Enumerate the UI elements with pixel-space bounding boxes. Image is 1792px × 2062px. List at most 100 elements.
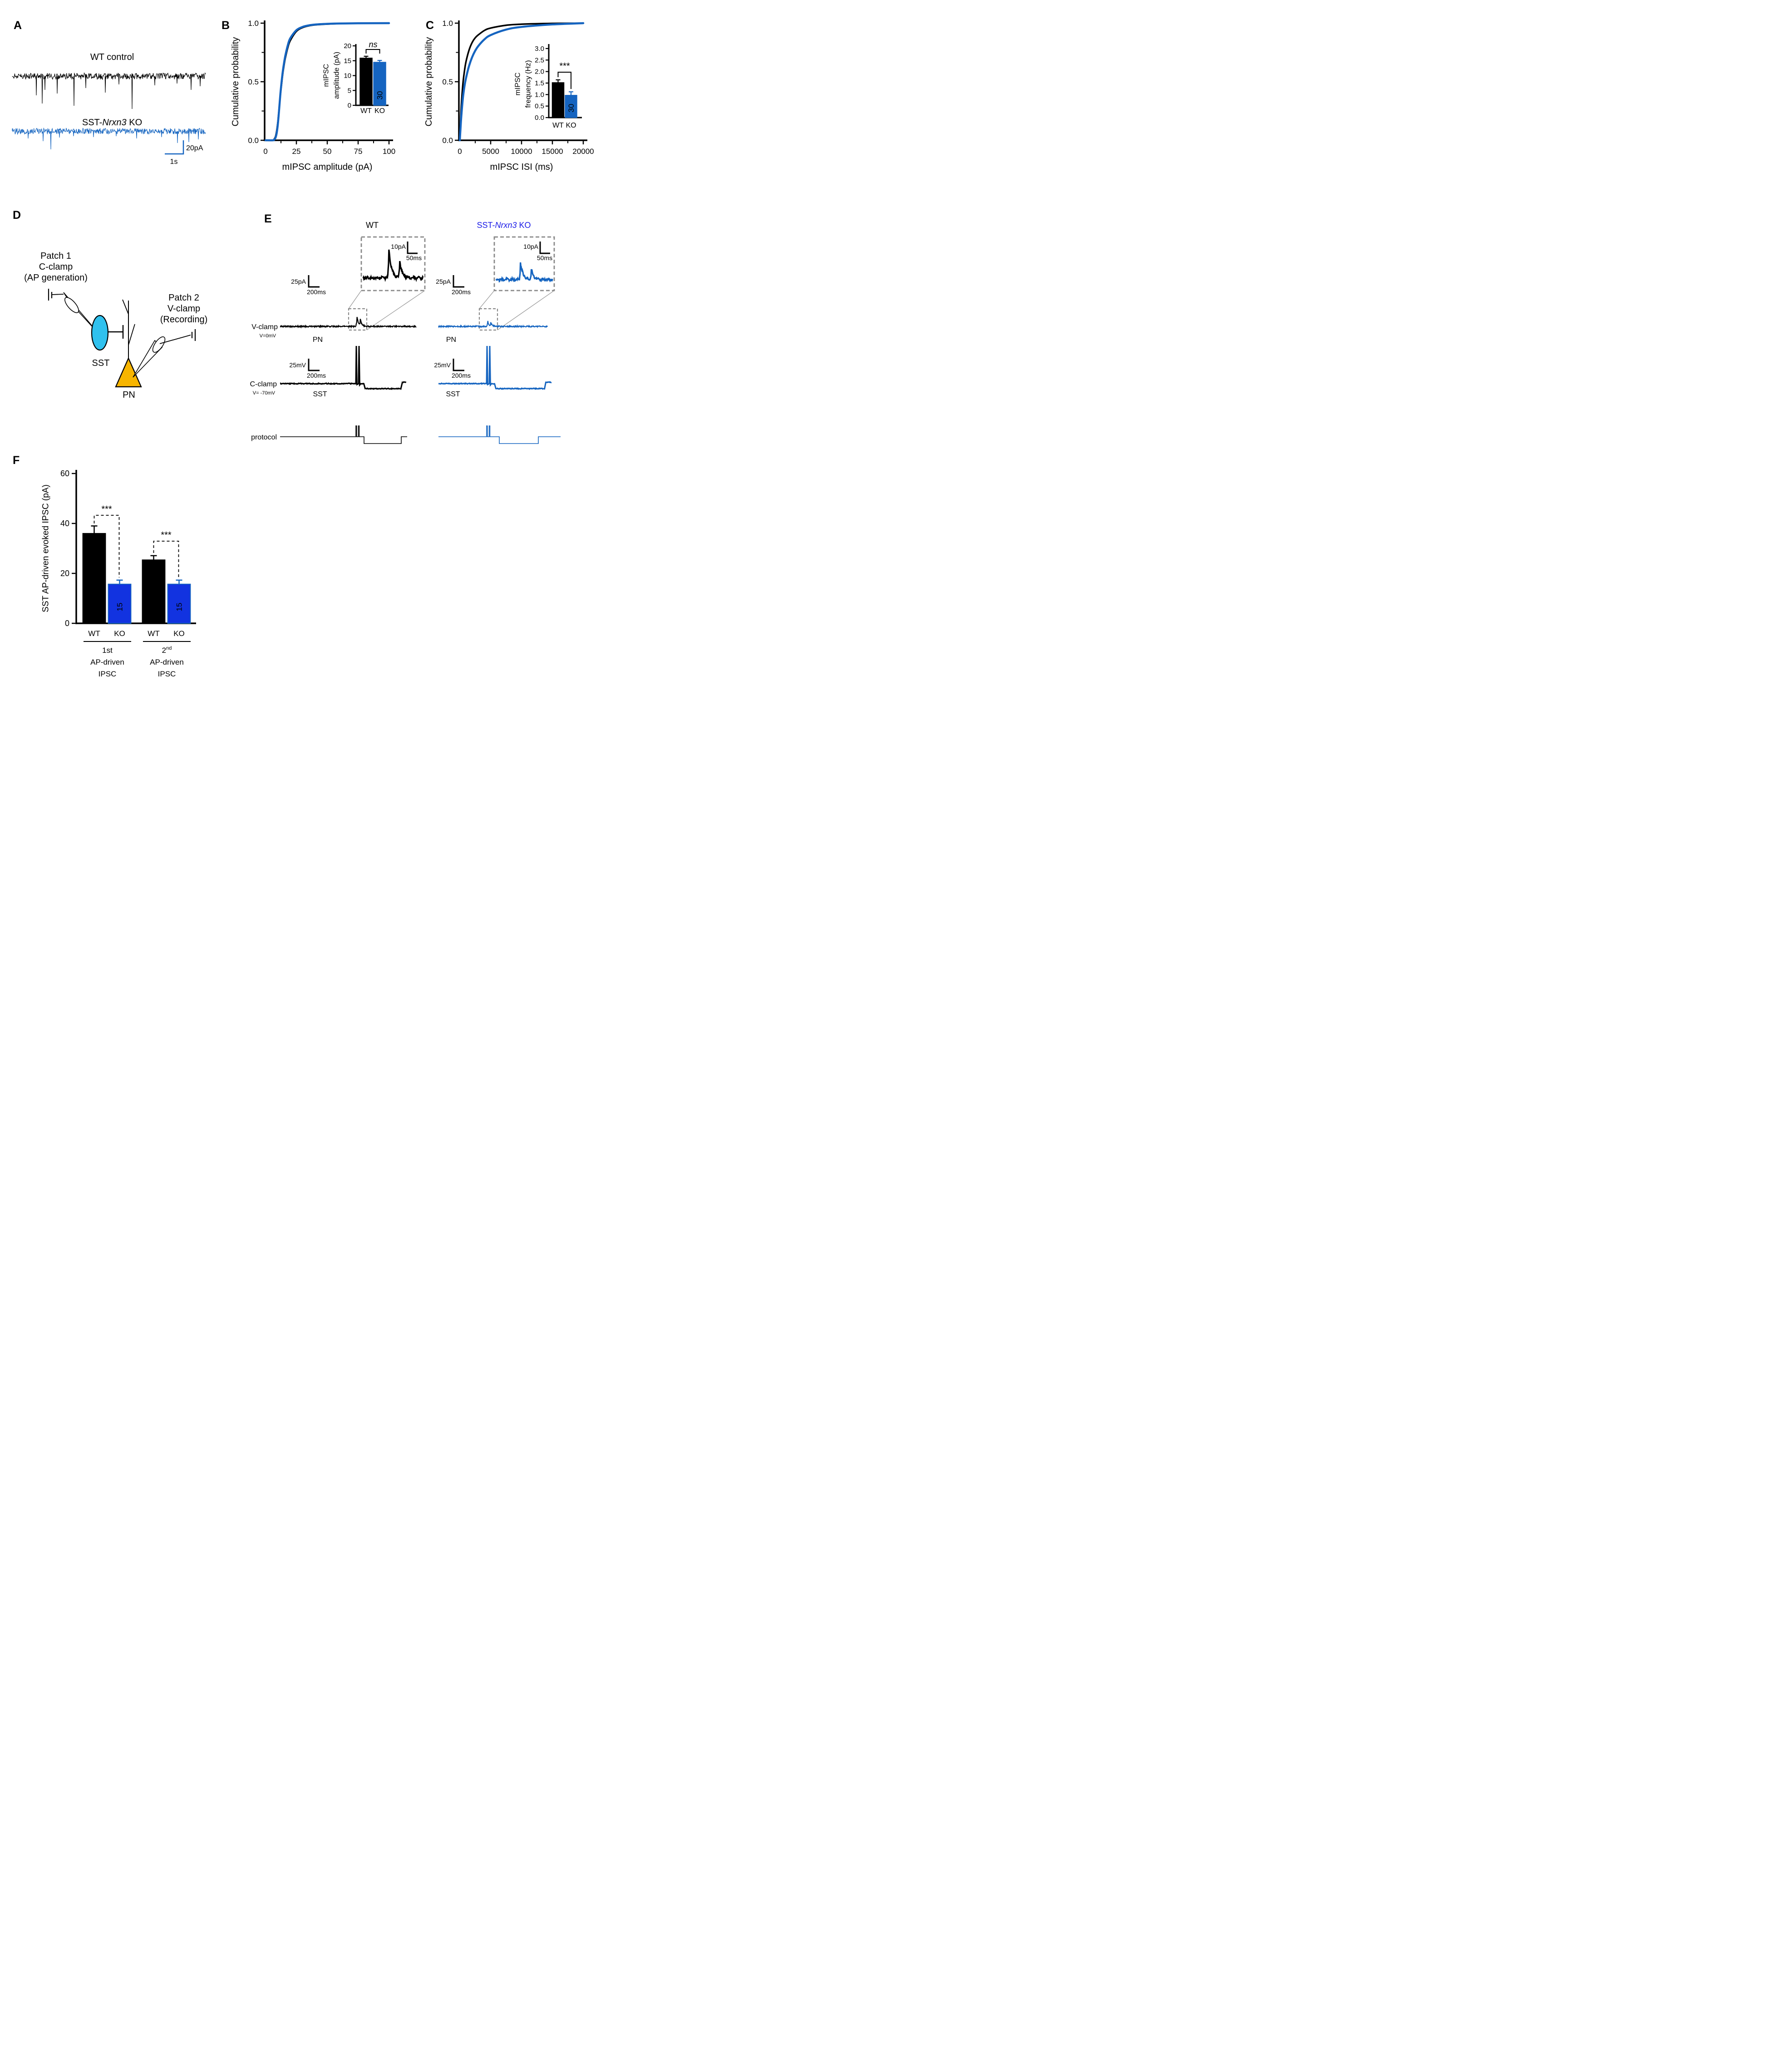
inset-y-tick-label: 1.0 bbox=[535, 91, 544, 99]
e-ko-title-post: KO bbox=[517, 221, 531, 230]
x-tick-label: 25 bbox=[292, 147, 301, 156]
panel-a-scalebar: 20pA 1s bbox=[165, 140, 203, 166]
sig-bracket bbox=[557, 72, 571, 89]
c-cdf-plot: 0 5000 10000 15000 20000 0.0 0.5 1.0 bbox=[442, 19, 594, 156]
patch1-line3: (AP generation) bbox=[24, 273, 88, 283]
f-cat-label: WT bbox=[148, 629, 159, 638]
sst-cell-icon bbox=[91, 315, 109, 351]
f-group2-label: AP-driven bbox=[150, 658, 184, 666]
y-tick-label: 0.5 bbox=[248, 78, 259, 86]
x-tick-label: 100 bbox=[383, 147, 395, 156]
f-y-tick-label: 20 bbox=[60, 569, 69, 578]
inset-connector bbox=[348, 290, 362, 309]
inset-y-tick-label: 2.5 bbox=[535, 56, 544, 64]
e-ko-title: SST-Nrxn3 KO bbox=[477, 221, 531, 230]
x-tick-label: 75 bbox=[354, 147, 363, 156]
c-x-axis-title: mIPSC ISI (ms) bbox=[490, 162, 553, 172]
panel-d-diagram: D Patch 1 C-clamp (AP generation) Patch … bbox=[13, 209, 207, 400]
panel-e: E WT SST-Nrxn3 KO 10pA 50ms 10pA 50ms 25… bbox=[250, 212, 561, 444]
e-vclamp-trace bbox=[438, 321, 548, 329]
x-tick-label: 20000 bbox=[572, 147, 594, 156]
f-group2-label: IPSC bbox=[158, 670, 176, 678]
e-cclamp-trace bbox=[438, 345, 552, 390]
ko-title-italic: Nrxn3 bbox=[102, 118, 126, 128]
e-vclamp-sub-label: V=0mV bbox=[260, 333, 276, 339]
patch1-line2: C-clamp bbox=[39, 262, 73, 272]
f-sig-bracket-2 bbox=[153, 541, 179, 577]
pn-cell-icon bbox=[115, 357, 142, 388]
f-n-label: 15 bbox=[175, 603, 183, 612]
mipsc-trace bbox=[12, 127, 206, 150]
zoom-source-box bbox=[348, 308, 368, 331]
e-cclamp-trace bbox=[280, 345, 407, 390]
bar-KO bbox=[565, 95, 577, 118]
inset-y-label: frequency (Hz) bbox=[525, 60, 532, 108]
e-protocol-trace bbox=[280, 425, 407, 444]
e-wt-inset-scalebar bbox=[407, 242, 418, 254]
e-ko-vc-scale-v: 25pA bbox=[436, 278, 451, 285]
e-ko-vc-scale-h: 200ms bbox=[452, 288, 471, 296]
e-ko-inset-scale-v: 10pA bbox=[523, 243, 538, 250]
e-ko-title-pre: SST- bbox=[477, 221, 495, 230]
inset-y-label: mIPSC bbox=[323, 64, 330, 87]
scalebar-h-label: 1s bbox=[170, 158, 178, 166]
e-wt-cc-scale-v: 25mV bbox=[289, 361, 306, 369]
ko-title-pre: SST- bbox=[82, 118, 102, 128]
f-n-label: 15 bbox=[115, 603, 124, 612]
electrode2-wire bbox=[159, 335, 191, 344]
inset-connector bbox=[366, 290, 425, 331]
e-wt-cc-scalebar bbox=[308, 359, 320, 371]
inset-connector bbox=[497, 290, 555, 331]
panel-d-label: D bbox=[13, 209, 21, 222]
ko-title-post: KO bbox=[127, 118, 142, 128]
panel-a-ko-title: SST-Nrxn3 KO bbox=[82, 118, 142, 128]
inset-y-tick-label: 0.5 bbox=[535, 103, 544, 110]
panel-e-label: E bbox=[264, 212, 272, 225]
inset-connector bbox=[479, 290, 495, 309]
e-wt-title: WT bbox=[366, 221, 379, 230]
bar-KO bbox=[373, 62, 386, 106]
f-bar-KO-1 bbox=[108, 583, 132, 624]
panel-f-label: F bbox=[13, 454, 20, 467]
e-wt-cc-scale-h: 200ms bbox=[307, 372, 326, 379]
e-wt-vc-scale-h: 200ms bbox=[307, 288, 326, 296]
zoom-source-box bbox=[478, 308, 498, 331]
e-wt-inset-scale-h: 50ms bbox=[406, 254, 422, 261]
patch1-line1: Patch 1 bbox=[40, 251, 71, 261]
f-sig-label-1: *** bbox=[101, 504, 112, 514]
e-vclamp-trace bbox=[280, 316, 417, 329]
pipette1-holder-icon bbox=[64, 297, 79, 313]
e-ko-cc-scale-h: 200ms bbox=[452, 372, 471, 379]
x-tick-label: 0 bbox=[263, 147, 267, 156]
b-y-axis-title: Cumulative probability bbox=[231, 37, 241, 127]
e-wt-vc-scale-v: 25pA bbox=[291, 278, 306, 285]
f-sig-bracket-1 bbox=[94, 515, 120, 577]
f-bar-chart: 0 20 40 60 10 WT 15 KO 10 WT 15 KO *** *** 1st AP-drive… bbox=[60, 469, 196, 678]
patch2-line1: Patch 2 bbox=[168, 293, 199, 303]
inset-y-label: mIPSC bbox=[514, 73, 522, 96]
b-x-axis-title: mIPSC amplitude (pA) bbox=[282, 162, 373, 172]
scalebar-lines bbox=[165, 140, 184, 155]
figure-page: A WT control SST-Nrxn3 KO 20pA 1s B Cumu… bbox=[0, 0, 597, 687]
e-ko-title-italic: Nrxn3 bbox=[495, 221, 517, 230]
sst-cell-label: SST bbox=[92, 358, 110, 368]
e-ko-inset-scalebar bbox=[539, 242, 550, 254]
panel-a-wt-title: WT control bbox=[90, 52, 134, 62]
cdf-curve-SST-Nrxn3 KO bbox=[458, 22, 585, 142]
c-inset-bar-chart: 0.0 0.5 1.0 1.5 2.0 2.5 3.0 30 WT 30 KO mIPSC freque… bbox=[514, 44, 582, 129]
y-tick-label: 1.0 bbox=[248, 19, 259, 28]
e-protocol-label: protocol bbox=[251, 434, 277, 441]
cat-label: WT bbox=[360, 107, 372, 115]
panel-a-label: A bbox=[14, 19, 22, 32]
f-cat-label: KO bbox=[114, 629, 125, 638]
f-group2-label: 2nd bbox=[162, 646, 172, 655]
b-cdf-plot: 0 25 50 75 1000.00.51.0 bbox=[248, 19, 395, 156]
panel-f: F SST AP-driven evoked IPSC (pA) 0 20 40 60… bbox=[13, 454, 196, 678]
f-y-tick-label: 40 bbox=[60, 519, 69, 528]
patch2-line3: (Recording) bbox=[160, 315, 207, 325]
e-wt-sst-label: SST bbox=[313, 390, 327, 398]
x-tick-label: 10000 bbox=[511, 147, 532, 156]
cat-label: WT bbox=[552, 122, 564, 129]
e-wt-inset-scale-v: 10pA bbox=[391, 243, 406, 250]
